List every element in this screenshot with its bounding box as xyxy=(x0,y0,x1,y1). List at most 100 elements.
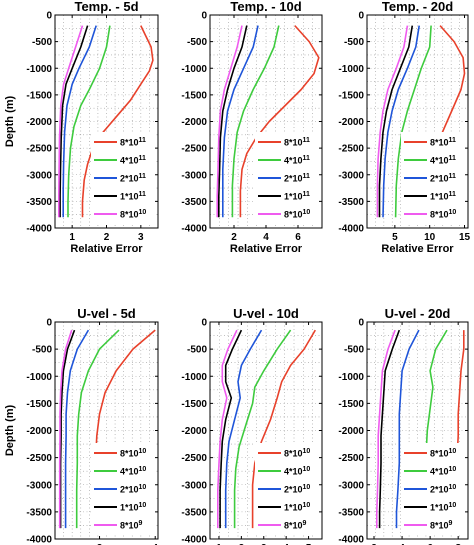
x-tick-label: 2 xyxy=(239,543,245,545)
legend-label-2: 2*1010 xyxy=(120,484,146,495)
panel-title: Temp. - 10d xyxy=(230,0,301,14)
y-tick-label: -3000 xyxy=(338,170,364,181)
y-tick-label: -3000 xyxy=(181,480,207,491)
y-tick-label: -4000 xyxy=(26,535,52,545)
series-line-4 xyxy=(376,25,409,218)
y-tick-label: -1000 xyxy=(338,372,364,383)
panel-title: Temp. - 5d xyxy=(74,0,138,14)
panel-title: U-vel - 10d xyxy=(233,306,299,321)
y-tick-label: 0 xyxy=(46,318,52,329)
grid xyxy=(55,15,158,228)
x-tick-label: 2 xyxy=(104,232,110,243)
y-tick-label: -2000 xyxy=(338,117,364,128)
series-line-2 xyxy=(222,25,259,218)
legend-label-1: 4*1011 xyxy=(430,155,456,166)
series-line-1 xyxy=(75,329,120,529)
legend-label-3: 1*1010 xyxy=(120,502,146,513)
y-tick-label: -1500 xyxy=(181,90,207,101)
series-line-4 xyxy=(58,25,84,218)
y-tick-label: -2000 xyxy=(26,117,52,128)
y-tick-label: 0 xyxy=(201,11,207,22)
y-tick-label: -3500 xyxy=(338,197,364,208)
series-line-4 xyxy=(216,25,243,218)
legend-label-3: 1*1010 xyxy=(284,502,310,513)
legend-label-2: 2*1011 xyxy=(284,173,310,184)
legend: 8*1011 4*1011 2*1011 1*1011 8*1010 xyxy=(91,132,156,224)
y-tick-label: -1500 xyxy=(338,399,364,410)
x-tick-label: 2 xyxy=(231,232,237,243)
y-tick-label: -4000 xyxy=(338,224,364,235)
x-axis-label: Relative Error xyxy=(381,243,454,255)
y-tick-label: -2000 xyxy=(26,426,52,437)
y-tick-label: -3500 xyxy=(181,197,207,208)
legend-label-1: 4*1010 xyxy=(120,466,146,477)
series-line-0 xyxy=(81,25,154,218)
y-tick-label: 0 xyxy=(46,11,52,22)
x-tick-label: 4 xyxy=(263,232,269,243)
series-line-2 xyxy=(224,329,263,529)
y-tick-label: 0 xyxy=(358,318,364,329)
legend-label-1: 4*1011 xyxy=(120,155,146,166)
legend-label-0: 8*1010 xyxy=(120,448,146,459)
legend: 8*1010 4*1010 2*1010 1*1010 8*109 xyxy=(255,443,320,535)
panel-2: 8*1011 4*1011 2*1011 1*1011 8*1010 0 -500 -1000… xyxy=(338,0,470,255)
y-tick-label: -3000 xyxy=(181,170,207,181)
series-line-0 xyxy=(251,329,316,529)
y-tick-label: -1500 xyxy=(338,90,364,101)
x-axis-label: Relative Error xyxy=(70,243,143,255)
legend-label-1: 4*1011 xyxy=(284,155,310,166)
x-tick-label: 3 xyxy=(138,232,144,243)
y-tick-label: -3500 xyxy=(338,507,364,518)
y-tick-label: -2500 xyxy=(181,453,207,464)
y-tick-label: -2000 xyxy=(181,426,207,437)
y-tick-label: 0 xyxy=(358,11,364,22)
y-tick-label: -2500 xyxy=(26,453,52,464)
legend-label-4: 8*1010 xyxy=(120,209,146,220)
x-tick-label: 15 xyxy=(459,232,471,243)
legend-label-3: 1*1011 xyxy=(120,191,146,202)
y-tick-label: -3500 xyxy=(26,197,52,208)
legend-label-4: 8*109 xyxy=(284,520,307,531)
y-tick-label: -1000 xyxy=(338,64,364,75)
y-tick-label: -1500 xyxy=(181,399,207,410)
series-line-3 xyxy=(59,329,76,529)
y-tick-label: -3000 xyxy=(338,480,364,491)
series-line-2 xyxy=(64,329,90,529)
y-axis-label: Depth (m) xyxy=(4,405,16,457)
y-tick-label: -2500 xyxy=(26,144,52,155)
legend-label-0: 8*1010 xyxy=(430,448,456,459)
legend-label-0: 8*1011 xyxy=(430,137,456,148)
legend-label-0: 8*1011 xyxy=(120,137,146,148)
legend: 8*1011 4*1011 2*1011 1*1011 8*1010 xyxy=(401,132,466,224)
legend-label-1: 4*1010 xyxy=(430,466,456,477)
series-line-3 xyxy=(219,329,243,529)
legend-label-0: 8*1011 xyxy=(284,137,310,148)
x-tick-label: 4 xyxy=(399,543,405,545)
y-tick-label: -2500 xyxy=(181,144,207,155)
y-tick-label: -500 xyxy=(32,345,52,356)
y-tick-label: -1000 xyxy=(181,372,207,383)
series-line-2 xyxy=(62,25,97,218)
panel-1: 8*1011 4*1011 2*1011 1*1011 8*1010 0 -500 -1000… xyxy=(181,0,323,255)
panel-5: 8*1010 4*1010 2*1010 1*1010 8*109 0 -500 -1000 -… xyxy=(338,306,469,545)
series-line-1 xyxy=(394,25,432,218)
legend: 8*1010 4*1010 2*1010 1*1010 8*109 xyxy=(401,443,466,535)
panel-title: U-vel - 5d xyxy=(77,306,136,321)
y-axis-label: Depth (m) xyxy=(4,96,16,148)
x-tick-label: 1 xyxy=(216,543,222,545)
series-line-4 xyxy=(58,329,73,529)
panel-3: 8*1010 4*1010 2*1010 1*1010 8*109 0 -500 -1000 -… xyxy=(4,306,159,545)
series-line-1 xyxy=(233,329,292,529)
legend-label-1: 4*1010 xyxy=(284,466,310,477)
panel-title: U-vel - 20d xyxy=(385,306,451,321)
legend-label-2: 2*1011 xyxy=(120,173,146,184)
y-tick-label: 0 xyxy=(201,318,207,329)
y-tick-label: -2500 xyxy=(338,144,364,155)
y-tick-label: -4000 xyxy=(181,535,207,545)
y-tick-label: -2000 xyxy=(181,117,207,128)
y-tick-label: -2000 xyxy=(338,426,364,437)
x-tick-label: 6 xyxy=(427,543,433,545)
legend-label-4: 8*1010 xyxy=(430,209,456,220)
y-tick-label: -3000 xyxy=(26,170,52,181)
